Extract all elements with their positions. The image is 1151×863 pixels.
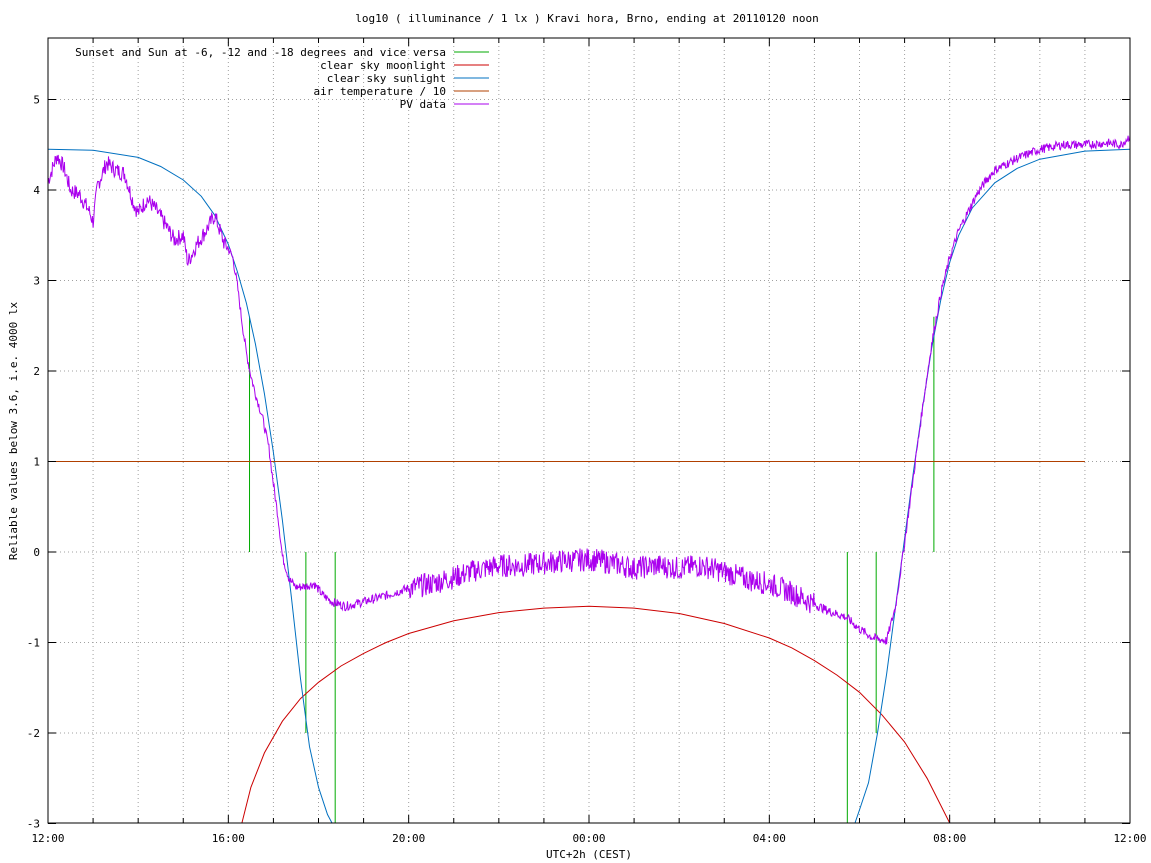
chart-title: log10 ( illuminance / 1 lx ) Kravi hora,…	[355, 12, 819, 25]
x-tick-label: 16:00	[212, 832, 245, 845]
ticks: 12:00 16:00 20:00 00:00 04:00 08:00 12:00 5 4 3 2 1…	[27, 38, 1147, 845]
grid	[48, 38, 1130, 823]
x-tick-label: 08:00	[933, 832, 966, 845]
legend-label: Sunset and Sun at -6, -12 and -18 degree…	[75, 46, 446, 59]
series-1	[241, 605, 951, 824]
y-tick-label: 2	[33, 365, 40, 378]
x-tick-label: 20:00	[392, 832, 425, 845]
series-line	[47, 135, 1131, 646]
y-axis-label: Reliable values below 3.6, i.e. 4000 lx	[7, 301, 20, 560]
legend-label: air temperature / 10	[314, 85, 446, 98]
y-tick-label: 1	[33, 456, 40, 469]
legend-label: clear sky sunlight	[327, 72, 446, 85]
y-tick-label: 5	[33, 94, 40, 107]
axis-labels: UTC+2h (CEST) Reliable values below 3.6,…	[7, 301, 632, 861]
x-tick-label: 12:00	[31, 832, 64, 845]
series-0	[249, 316, 935, 823]
legend-label: PV data	[400, 98, 446, 111]
y-tick-label: 4	[33, 184, 40, 197]
series-line	[241, 605, 951, 824]
x-tick-label: 00:00	[572, 832, 605, 845]
x-tick-label: 12:00	[1113, 832, 1146, 845]
y-tick-label: 0	[33, 546, 40, 559]
y-tick-label: -2	[27, 727, 40, 740]
series-4	[47, 135, 1131, 646]
y-tick-label: -3	[27, 818, 40, 831]
legend-label: clear sky moonlight	[320, 59, 446, 72]
series-layer	[47, 135, 1131, 824]
x-axis-label: UTC+2h (CEST)	[546, 848, 632, 861]
x-tick-label: 04:00	[753, 832, 786, 845]
legend: Sunset and Sun at -6, -12 and -18 degree…	[75, 46, 489, 111]
y-tick-label: -1	[27, 637, 40, 650]
y-tick-label: 3	[33, 275, 40, 288]
